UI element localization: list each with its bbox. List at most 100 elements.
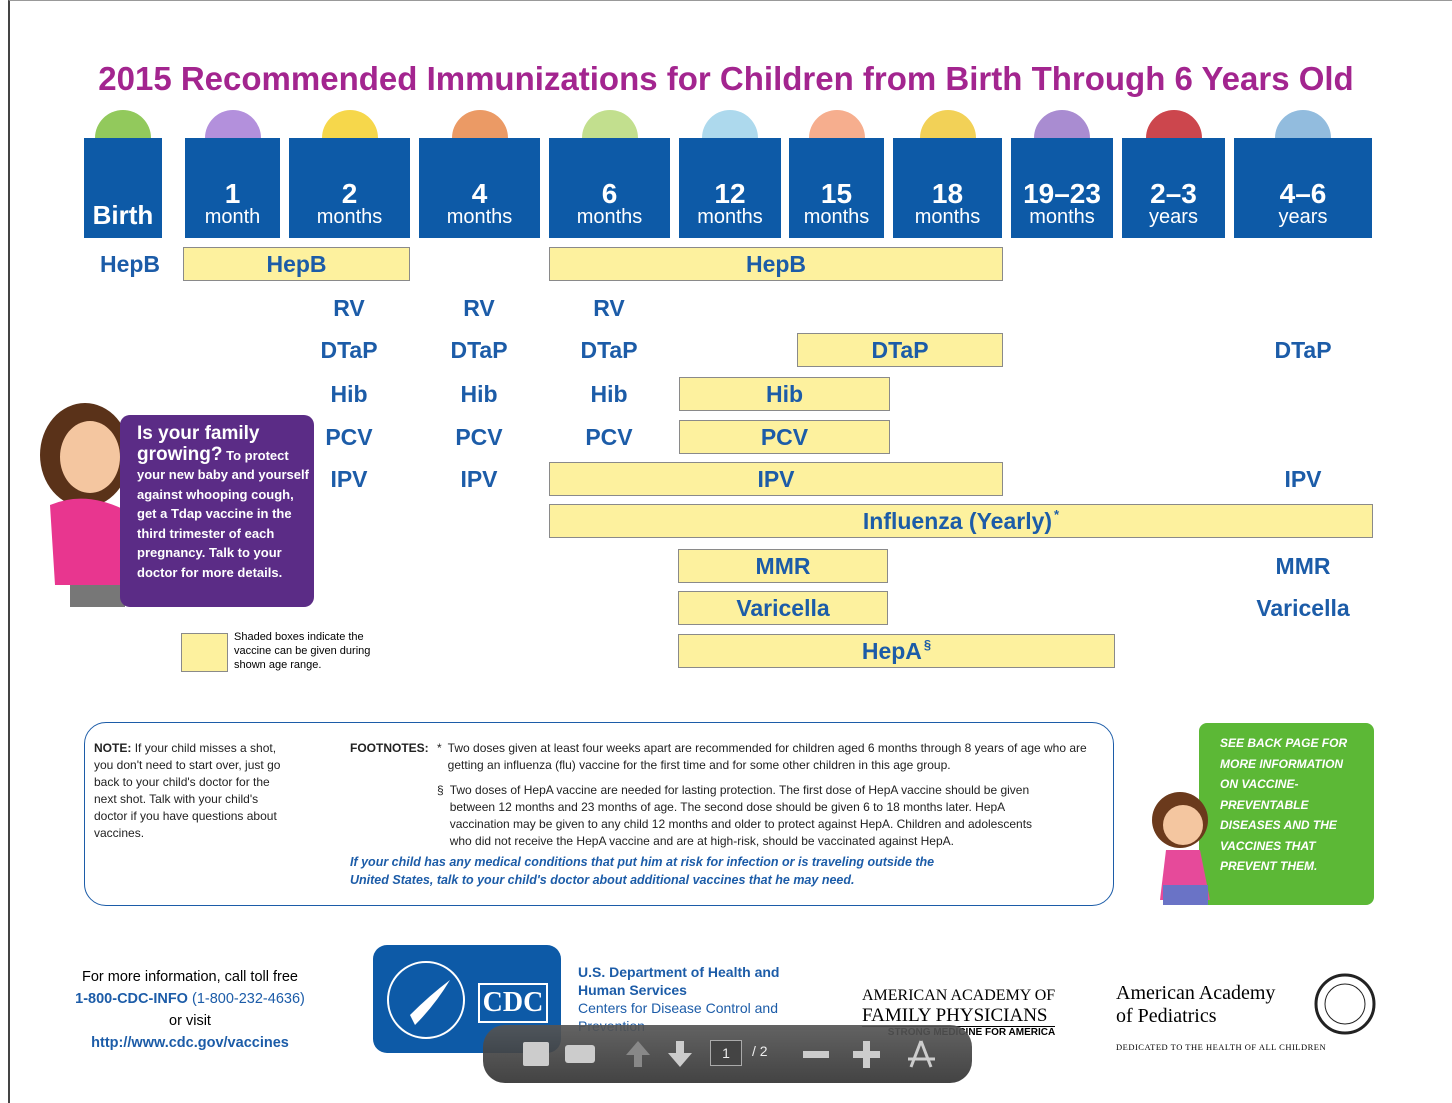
footnote-mark: * [437, 741, 442, 755]
footnote: * Two doses given at least four weeks apa… [437, 740, 1097, 774]
vaccine-name: Varicella [1256, 594, 1350, 621]
age-header: 4–6 years [1234, 138, 1372, 238]
age-number: 15 [820, 178, 853, 209]
vaccine-range: HepA § [678, 634, 1115, 668]
vaccine-name: PCV [325, 423, 373, 450]
girl-illustration [1152, 792, 1210, 905]
vaccine-name: PCV [760, 423, 809, 450]
footnote-mark: § [437, 783, 444, 797]
age-unit: months [697, 206, 763, 228]
vaccine-name: RV [333, 294, 365, 321]
vaccine: IPV [289, 462, 409, 496]
vaccine: DTaP [419, 333, 539, 367]
note: NOTE: If your child misses a shot, you d… [94, 740, 294, 842]
aap: American Academy of Pediatrics DEDICATED T… [1116, 982, 1326, 1059]
vaccine-name: Influenza (Yearly) [862, 507, 1053, 534]
title: 2015 Recommended Immunizations for Child… [98, 60, 1354, 97]
vaccine-name: IPV [1284, 465, 1322, 492]
note-text: If your child misses a shot, you don't n… [94, 741, 281, 840]
age-header: 1 month [185, 138, 280, 238]
aap-seal [1314, 973, 1376, 1035]
age-header: 2–3 years [1122, 138, 1225, 238]
vaccine-name: HepB [266, 250, 327, 277]
age-header: Birth [84, 138, 162, 238]
footnote: § Two doses of HepA vaccine are needed fo… [437, 782, 1057, 850]
age-number: 12 [714, 178, 746, 209]
vaccine: HepB [70, 247, 190, 281]
callout-box [120, 415, 314, 607]
age-number: 2 [341, 178, 358, 209]
vaccine: IPV [1243, 462, 1363, 496]
age-header: 12 months [679, 138, 781, 238]
vaccine-range: MMR [678, 549, 888, 583]
vaccine: PCV [289, 420, 409, 454]
vaccine-name: MMR [1275, 552, 1331, 579]
aafp: AMERICAN ACADEMY OF FAMILY PHYSICIANS STRO… [862, 986, 1056, 1038]
hhs-seal [387, 961, 465, 1039]
age-number: 19–23 [1023, 178, 1101, 209]
aafp-tagline: STRONG MEDICINE FOR AMERICA [887, 1027, 1056, 1038]
vaccine: Hib [419, 377, 539, 411]
print-button[interactable] [565, 1045, 595, 1063]
age-unit: months [576, 206, 643, 228]
advice: If your child has any medical conditions… [350, 855, 935, 887]
vaccine-name: DTaP [1274, 336, 1332, 363]
age-unit: months [803, 206, 870, 228]
prev-page-button[interactable] [626, 1041, 650, 1067]
vaccine-range: Varicella [678, 591, 888, 625]
vaccine: PCV [549, 420, 669, 454]
cdc-text: U.S. Department of Health and Human Serv… [578, 963, 798, 1035]
contact: For more information, call toll free 1-8… [60, 966, 320, 1054]
save-button[interactable] [523, 1042, 549, 1066]
age-number: 4 [471, 178, 488, 209]
age-header: 15 months [789, 138, 884, 238]
vaccine-range: HepB [549, 247, 1003, 281]
vaccine-range: IPV [549, 462, 1003, 496]
back-page-box [1199, 723, 1374, 905]
notes-box [84, 722, 1114, 906]
footnotes-label: FOOTNOTES: [350, 741, 429, 755]
vaccine: DTaP [1243, 333, 1363, 367]
vaccine-range: PCV [679, 420, 890, 454]
aap-line: American Academy [1116, 982, 1276, 1004]
page-number-input[interactable]: 1 [710, 1040, 742, 1066]
phone: 1-800-CDC-INFO [75, 991, 188, 1007]
next-page-button[interactable] [668, 1041, 692, 1067]
zoom-out-button[interactable] [803, 1051, 829, 1058]
footnote-text: Two doses given at least four weeks apar… [447, 741, 1087, 772]
page-border [8, 0, 1452, 1103]
vaccine-name: DTaP [450, 336, 508, 363]
mother-illustration [40, 403, 135, 607]
vaccine-range: Hib [679, 377, 890, 411]
vaccine: MMR [1243, 549, 1363, 583]
age-unit: months [316, 206, 383, 228]
age-header: 6 months [549, 138, 670, 238]
vaccine-name: PCV [455, 423, 503, 450]
age-unit: months [446, 206, 513, 228]
vaccine: RV [549, 291, 669, 325]
contact-text: or visit [169, 1013, 211, 1029]
age-label: Birth [92, 200, 154, 230]
vaccine-name: PCV [585, 423, 633, 450]
age-header: 18 months [893, 138, 1002, 238]
vaccine: IPV [419, 462, 539, 496]
vaccine: DTaP [549, 333, 669, 367]
aafp-line: FAMILY PHYSICIANS [862, 1006, 1056, 1027]
vaccine: Hib [549, 377, 669, 411]
vaccine-name: DTaP [320, 336, 378, 363]
age-header: 19–23 months [1011, 138, 1113, 238]
vaccine-name: HepB [745, 250, 807, 277]
vaccine: PCV [419, 420, 539, 454]
vaccine-range: DTaP [797, 333, 1003, 367]
age-number: 4–6 [1279, 178, 1327, 209]
footnote-mark: * [1054, 507, 1060, 522]
contact-text: For more information, call toll free [82, 969, 298, 985]
age-unit: months [914, 206, 981, 228]
age-number: 18 [931, 178, 964, 209]
zoom-in-button[interactable] [853, 1041, 880, 1068]
page-total: / 2 [752, 1043, 768, 1059]
vaccine-name: DTaP [871, 336, 929, 363]
vaccine-name: Hib [765, 380, 804, 407]
callout: Is your family growing? To protect your … [137, 424, 309, 582]
acrobat-button[interactable] [908, 1040, 935, 1068]
